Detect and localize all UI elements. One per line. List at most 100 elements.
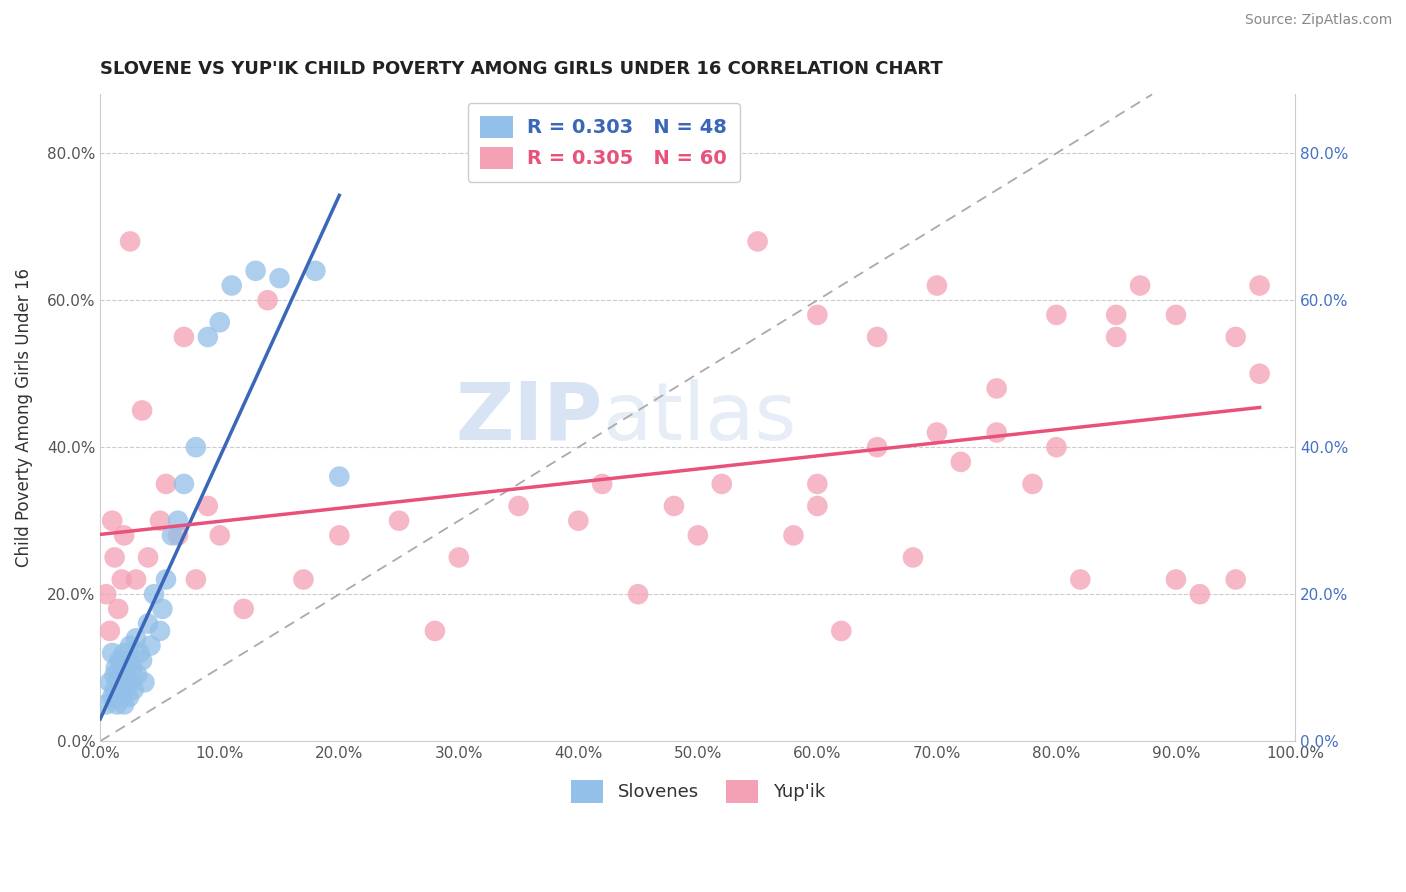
Point	[107, 675, 129, 690]
Point	[101, 514, 124, 528]
Point	[627, 587, 650, 601]
Point	[125, 632, 148, 646]
Point	[115, 668, 138, 682]
Point	[269, 271, 291, 285]
Point	[104, 682, 127, 697]
Point	[125, 573, 148, 587]
Point	[986, 425, 1008, 440]
Point	[1164, 308, 1187, 322]
Point	[245, 264, 267, 278]
Point	[143, 587, 166, 601]
Point	[111, 661, 134, 675]
Point	[96, 698, 118, 712]
Point	[1105, 330, 1128, 344]
Point	[328, 528, 350, 542]
Point	[1105, 308, 1128, 322]
Point	[120, 235, 142, 249]
Point	[111, 573, 134, 587]
Point	[901, 550, 924, 565]
Point	[866, 330, 889, 344]
Point	[1225, 573, 1247, 587]
Point	[121, 661, 143, 675]
Point	[114, 682, 136, 697]
Point	[747, 235, 769, 249]
Point	[122, 682, 145, 697]
Point	[155, 573, 177, 587]
Point	[447, 550, 470, 565]
Point	[108, 653, 131, 667]
Point	[96, 587, 118, 601]
Point	[686, 528, 709, 542]
Point	[98, 624, 121, 638]
Point	[112, 528, 135, 542]
Point	[149, 514, 172, 528]
Point	[1045, 440, 1067, 454]
Point	[149, 624, 172, 638]
Point	[152, 602, 174, 616]
Point	[184, 573, 207, 587]
Point	[866, 440, 889, 454]
Point	[105, 698, 128, 712]
Point	[118, 690, 141, 704]
Point	[328, 469, 350, 483]
Text: atlas: atlas	[602, 379, 797, 457]
Point	[304, 264, 326, 278]
Point	[136, 550, 159, 565]
Point	[806, 477, 828, 491]
Point	[197, 499, 219, 513]
Point	[127, 668, 149, 682]
Point	[197, 330, 219, 344]
Point	[173, 330, 195, 344]
Text: Source: ZipAtlas.com: Source: ZipAtlas.com	[1244, 13, 1392, 28]
Legend: Slovenes, Yup'ik: Slovenes, Yup'ik	[564, 773, 832, 810]
Point	[128, 646, 150, 660]
Point	[111, 690, 134, 704]
Point	[155, 477, 177, 491]
Point	[110, 668, 132, 682]
Point	[139, 639, 162, 653]
Point	[111, 675, 134, 690]
Point	[131, 653, 153, 667]
Point	[208, 315, 231, 329]
Point	[256, 293, 278, 308]
Point	[1045, 308, 1067, 322]
Point	[107, 602, 129, 616]
Point	[662, 499, 685, 513]
Point	[221, 278, 243, 293]
Point	[104, 550, 127, 565]
Point	[112, 646, 135, 660]
Point	[167, 528, 190, 542]
Point	[173, 477, 195, 491]
Point	[1164, 573, 1187, 587]
Point	[591, 477, 613, 491]
Point	[104, 661, 127, 675]
Point	[508, 499, 530, 513]
Point	[567, 514, 589, 528]
Y-axis label: Child Poverty Among Girls Under 16: Child Poverty Among Girls Under 16	[15, 268, 32, 567]
Point	[101, 690, 124, 704]
Point	[108, 682, 131, 697]
Point	[1129, 278, 1152, 293]
Point	[232, 602, 254, 616]
Point	[134, 675, 156, 690]
Point	[782, 528, 804, 542]
Point	[1249, 278, 1271, 293]
Point	[167, 514, 190, 528]
Point	[388, 514, 411, 528]
Point	[98, 675, 121, 690]
Point	[949, 455, 972, 469]
Point	[136, 616, 159, 631]
Text: ZIP: ZIP	[456, 379, 602, 457]
Point	[925, 425, 948, 440]
Point	[1069, 573, 1091, 587]
Point	[986, 381, 1008, 395]
Point	[184, 440, 207, 454]
Point	[1188, 587, 1211, 601]
Point	[1225, 330, 1247, 344]
Text: SLOVENE VS YUP'IK CHILD POVERTY AMONG GIRLS UNDER 16 CORRELATION CHART: SLOVENE VS YUP'IK CHILD POVERTY AMONG GI…	[100, 60, 943, 78]
Point	[423, 624, 446, 638]
Point	[830, 624, 852, 638]
Point	[1021, 477, 1043, 491]
Point	[104, 668, 127, 682]
Point	[107, 690, 129, 704]
